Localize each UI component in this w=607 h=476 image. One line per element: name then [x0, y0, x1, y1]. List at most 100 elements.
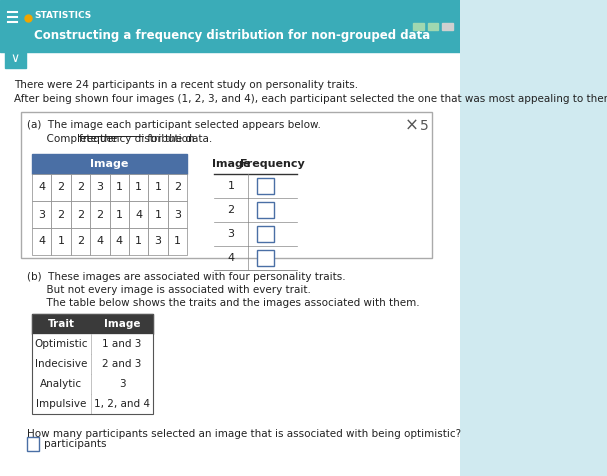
- Bar: [51, 201, 71, 228]
- Text: 4: 4: [97, 237, 103, 247]
- Text: 2: 2: [58, 209, 64, 219]
- Bar: [129, 201, 149, 228]
- Bar: [0, 0, 460, 52]
- Bar: [32, 154, 188, 174]
- Text: There were 24 participants in a recent study on personality traits.: There were 24 participants in a recent s…: [13, 80, 358, 90]
- Bar: [110, 228, 129, 255]
- Text: 2: 2: [77, 182, 84, 192]
- Text: 3: 3: [97, 182, 103, 192]
- Bar: [90, 174, 110, 201]
- Text: 1: 1: [174, 237, 181, 247]
- Text: 5: 5: [420, 119, 429, 133]
- Bar: [51, 228, 71, 255]
- Text: 1 and 3: 1 and 3: [103, 339, 142, 349]
- Text: 1: 1: [116, 182, 123, 192]
- Text: 2: 2: [58, 182, 64, 192]
- Bar: [32, 228, 51, 255]
- Text: 2: 2: [228, 205, 234, 215]
- Text: 1: 1: [155, 209, 161, 219]
- Text: Indecisive: Indecisive: [35, 359, 87, 369]
- Text: 4: 4: [228, 253, 234, 263]
- Bar: [32, 334, 153, 354]
- Text: 2: 2: [77, 209, 84, 219]
- Bar: [129, 174, 149, 201]
- Bar: [168, 201, 188, 228]
- Bar: [257, 202, 274, 218]
- Bar: [90, 228, 110, 255]
- Bar: [32, 201, 51, 228]
- Text: Optimistic: Optimistic: [35, 339, 88, 349]
- Bar: [71, 174, 90, 201]
- Text: 3: 3: [174, 209, 181, 219]
- Bar: [413, 23, 424, 30]
- Text: for the data.: for the data.: [144, 134, 212, 144]
- Text: 1: 1: [155, 182, 161, 192]
- Bar: [110, 174, 129, 201]
- Text: The table below shows the traits and the images associated with them.: The table below shows the traits and the…: [27, 298, 420, 308]
- Bar: [0, 52, 460, 476]
- Bar: [32, 314, 153, 414]
- Bar: [149, 201, 168, 228]
- Bar: [4, 50, 25, 68]
- Text: 4: 4: [38, 182, 45, 192]
- Text: 4: 4: [38, 237, 45, 247]
- Bar: [257, 178, 274, 194]
- Text: 3: 3: [155, 237, 161, 247]
- Text: 3: 3: [38, 209, 45, 219]
- Text: After being shown four images (1, 2, 3, and 4), each participant selected the on: After being shown four images (1, 2, 3, …: [13, 94, 607, 104]
- Text: 2: 2: [77, 237, 84, 247]
- Bar: [21, 112, 432, 258]
- Text: 1: 1: [116, 209, 123, 219]
- Text: 1, 2, and 4: 1, 2, and 4: [94, 399, 150, 409]
- Text: 1: 1: [58, 237, 64, 247]
- Bar: [32, 314, 153, 334]
- Text: Analytic: Analytic: [41, 379, 83, 389]
- Text: frequency distribution: frequency distribution: [79, 134, 194, 144]
- Bar: [32, 174, 51, 201]
- Text: Image: Image: [90, 159, 129, 169]
- Text: STATISTICS: STATISTICS: [34, 11, 92, 20]
- Text: 1: 1: [228, 181, 234, 191]
- Bar: [442, 23, 453, 30]
- Text: 1: 1: [135, 237, 142, 247]
- Text: Trait: Trait: [48, 319, 75, 329]
- Text: 1: 1: [135, 182, 142, 192]
- Text: 2: 2: [97, 209, 103, 219]
- Text: How many participants selected an image that is associated with being optimistic: How many participants selected an image …: [27, 429, 461, 439]
- Bar: [149, 174, 168, 201]
- Text: 2: 2: [174, 182, 181, 192]
- Bar: [428, 23, 438, 30]
- Bar: [32, 374, 153, 394]
- Bar: [257, 226, 274, 242]
- Text: Impulsive: Impulsive: [36, 399, 87, 409]
- Text: Image: Image: [212, 159, 250, 169]
- Text: 3: 3: [228, 229, 234, 239]
- Text: But not every image is associated with every trait.: But not every image is associated with e…: [27, 285, 311, 295]
- Bar: [71, 201, 90, 228]
- Bar: [32, 354, 153, 374]
- Bar: [71, 228, 90, 255]
- Text: Image: Image: [104, 319, 140, 329]
- Bar: [51, 174, 71, 201]
- Text: Complete the: Complete the: [27, 134, 121, 144]
- Bar: [149, 228, 168, 255]
- Text: ∨: ∨: [10, 52, 20, 66]
- Text: (b)  These images are associated with four personality traits.: (b) These images are associated with fou…: [27, 272, 346, 282]
- Text: Frequency: Frequency: [240, 159, 305, 169]
- Text: (a)  The image each participant selected appears below.: (a) The image each participant selected …: [27, 120, 321, 130]
- Bar: [110, 201, 129, 228]
- Bar: [32, 394, 153, 414]
- Text: 2 and 3: 2 and 3: [103, 359, 142, 369]
- Text: 4: 4: [135, 209, 142, 219]
- Text: ×: ×: [405, 117, 419, 135]
- Text: Constructing a frequency distribution for non-grouped data: Constructing a frequency distribution fo…: [34, 30, 430, 42]
- Bar: [168, 174, 188, 201]
- Bar: [90, 201, 110, 228]
- Bar: [27, 437, 39, 451]
- Text: 4: 4: [116, 237, 123, 247]
- Text: participants: participants: [44, 439, 106, 449]
- Bar: [257, 250, 274, 266]
- Text: 3: 3: [119, 379, 126, 389]
- Bar: [129, 228, 149, 255]
- Bar: [168, 228, 188, 255]
